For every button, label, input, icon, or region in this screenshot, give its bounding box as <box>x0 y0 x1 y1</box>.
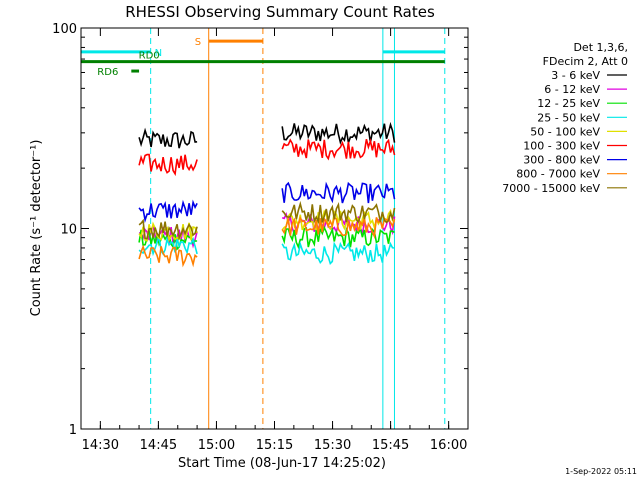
x-axis: 14:30 14:45 15:00 15:15 15:30 15:45 16:00 <box>82 28 467 453</box>
series-3-segment-1 <box>281 240 395 266</box>
status-bar-label-2: S <box>195 37 201 48</box>
series-8-segment-1 <box>281 200 396 225</box>
series-0 <box>138 121 396 149</box>
x-axis-label: Start Time (08-Jun-17 14:25:02) <box>178 456 386 471</box>
legend-label-1: 6 - 12 keV <box>544 83 600 96</box>
x-tick-label-4: 15:30 <box>314 438 351 453</box>
series-8 <box>138 200 396 241</box>
x-tick-label-0: 14:30 <box>82 438 119 453</box>
legend-label-4: 50 - 100 keV <box>530 125 600 138</box>
series-6 <box>138 181 396 224</box>
status-bar-label-4: RD6 <box>97 67 118 78</box>
x-tick-label-3: 15:15 <box>256 438 293 453</box>
y-tick-label-0: 1 <box>69 423 77 438</box>
legend-label-7: 800 - 7000 keV <box>516 168 600 181</box>
series-3-segment-0 <box>138 236 198 257</box>
legend-label-6: 300 - 800 keV <box>523 154 600 167</box>
y-tick-label-2: 100 <box>52 22 77 37</box>
footer-timestamp: 1-Sep-2022 05:11 <box>565 467 637 476</box>
plot-area: N S RD0 RD6 <box>80 28 446 429</box>
series-7-segment-0 <box>138 244 198 268</box>
x-tick-label-2: 15:00 <box>198 438 235 453</box>
series-6-segment-1 <box>281 181 396 204</box>
y-tick-label-1: 10 <box>60 223 77 238</box>
series-7-segment-1 <box>281 215 396 240</box>
series-6-segment-0 <box>138 199 198 224</box>
legend-header-line-2: FDecim 2, Att 0 <box>543 55 628 68</box>
series-5 <box>138 137 396 177</box>
series-5-segment-1 <box>281 137 396 161</box>
legend-label-8: 7000 - 15000 keV <box>502 182 600 195</box>
series-5-segment-0 <box>138 153 198 177</box>
legend-header-line-1: Det 1,3,6, <box>573 41 628 54</box>
x-tick-label-5: 15:45 <box>372 438 409 453</box>
series-0-segment-0 <box>138 127 198 149</box>
series-3 <box>138 236 395 266</box>
x-tick-label-1: 14:45 <box>140 438 177 453</box>
legend-label-3: 25 - 50 keV <box>537 111 600 124</box>
status-bar-label-3: RD0 <box>139 51 160 62</box>
x-tick-label-6: 16:00 <box>430 438 467 453</box>
series-2-segment-1 <box>281 225 395 250</box>
chart-title: RHESSI Observing Summary Count Rates <box>125 3 435 21</box>
y-axis-label: Count Rate (s⁻¹ detector⁻¹) <box>29 140 44 317</box>
series-8-segment-0 <box>138 218 198 241</box>
legend-label-5: 100 - 300 keV <box>523 140 600 153</box>
plot-frame <box>80 27 469 430</box>
legend-label-2: 12 - 25 keV <box>537 97 600 110</box>
legend-label-0: 3 - 6 keV <box>551 69 600 82</box>
series-0-segment-1 <box>281 121 396 145</box>
y-axis: 1 10 100 <box>52 22 468 438</box>
series-7 <box>138 215 396 268</box>
status-bar-label-0: N <box>155 48 162 59</box>
